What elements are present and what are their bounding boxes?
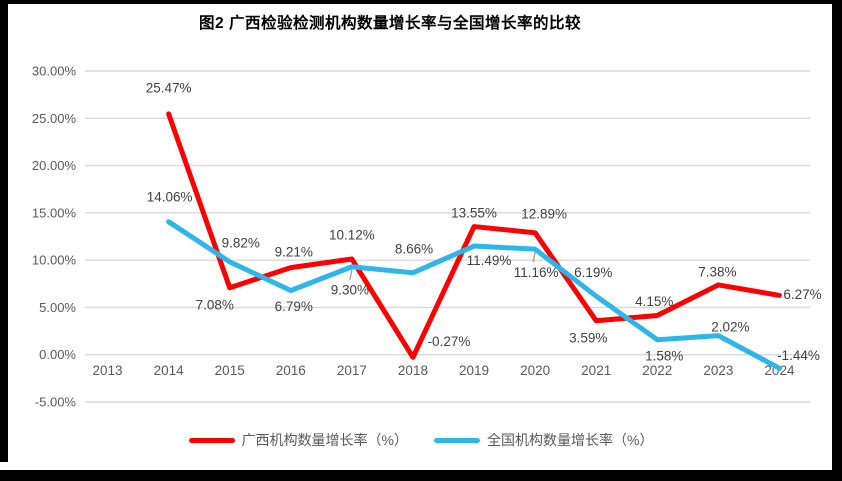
data-label-series-0: -0.27% <box>428 334 471 349</box>
legend-item-guangxi[interactable]: 广西机构数量增长率（%） <box>188 430 408 450</box>
data-label-series-0: 12.89% <box>521 207 567 222</box>
data-label-series-1: 6.79% <box>275 299 313 314</box>
data-label-series-0: 13.55% <box>451 205 497 220</box>
data-label-series-1: 2.02% <box>711 319 749 334</box>
x-tick-label: 2023 <box>703 363 733 378</box>
legend-line-sample-red <box>188 437 235 443</box>
x-tick-label: 2019 <box>459 363 489 378</box>
data-label-series-0: 7.38% <box>698 265 736 280</box>
x-tick-label: 2020 <box>520 363 550 378</box>
data-label-series-0: 4.15% <box>635 294 673 309</box>
y-tick-label: -5.00% <box>35 395 77 410</box>
data-label-series-1: 6.19% <box>574 265 612 280</box>
x-tick-label: 2016 <box>276 363 306 378</box>
data-label-series-1: 1.58% <box>645 348 683 363</box>
frame-top-edge <box>0 0 842 4</box>
legend-label-national: 全国机构数量增长率（%） <box>487 432 654 448</box>
chart-legend: 广西机构数量增长率（%） 全国机构数量增长率（%） <box>0 430 842 450</box>
x-tick-label: 2022 <box>642 363 672 378</box>
data-label-series-0: 10.12% <box>329 228 375 243</box>
x-tick-label: 2018 <box>398 363 428 378</box>
y-tick-label: 15.00% <box>32 205 77 220</box>
x-tick-label: 2015 <box>215 363 245 378</box>
legend-line-sample-blue <box>434 437 480 443</box>
x-tick-label: 2013 <box>93 363 123 378</box>
y-tick-label: 30.00% <box>32 64 77 79</box>
x-tick-label: 2014 <box>154 363 185 378</box>
data-label-series-1: 8.66% <box>395 242 433 257</box>
chart-title: 图2 广西检验检测机构数量增长率与全国增长率的比较 <box>199 15 581 32</box>
y-tick-label: 5.00% <box>39 300 76 315</box>
y-tick-label: 25.00% <box>32 111 77 126</box>
legend-item-national[interactable]: 全国机构数量增长率（%） <box>434 430 653 450</box>
x-tick-label: 2021 <box>581 363 611 378</box>
data-label-series-0: 6.27% <box>783 287 821 302</box>
frame-right-edge <box>832 0 842 481</box>
data-label-series-0: 9.21% <box>275 244 313 259</box>
label-leader-line <box>532 252 536 263</box>
label-leader-line <box>349 269 353 280</box>
data-label-series-1: 9.30% <box>331 282 369 297</box>
data-label-series-0: 3.59% <box>569 330 607 345</box>
y-tick-label: 10.00% <box>32 253 77 268</box>
series-line-0 <box>166 111 782 360</box>
data-label-series-0: 7.08% <box>196 297 234 312</box>
series-line-1 <box>166 219 782 371</box>
frame-left-edge <box>0 0 8 462</box>
frame-bottom-edge <box>0 470 842 481</box>
data-label-series-1: 11.49% <box>467 253 512 268</box>
x-tick-label: 2017 <box>337 363 367 378</box>
data-label-series-1: 14.06% <box>147 189 193 204</box>
data-label-series-1: -1.44% <box>777 348 820 363</box>
y-tick-label: 20.00% <box>32 158 77 173</box>
data-label-series-0: 25.47% <box>146 81 192 96</box>
data-label-series-1: 9.82% <box>222 236 260 251</box>
y-tick-label: 0.00% <box>39 347 76 362</box>
legend-label-guangxi: 广西机构数量增长率（%） <box>241 432 408 448</box>
data-label-series-1: 11.16% <box>514 265 559 280</box>
